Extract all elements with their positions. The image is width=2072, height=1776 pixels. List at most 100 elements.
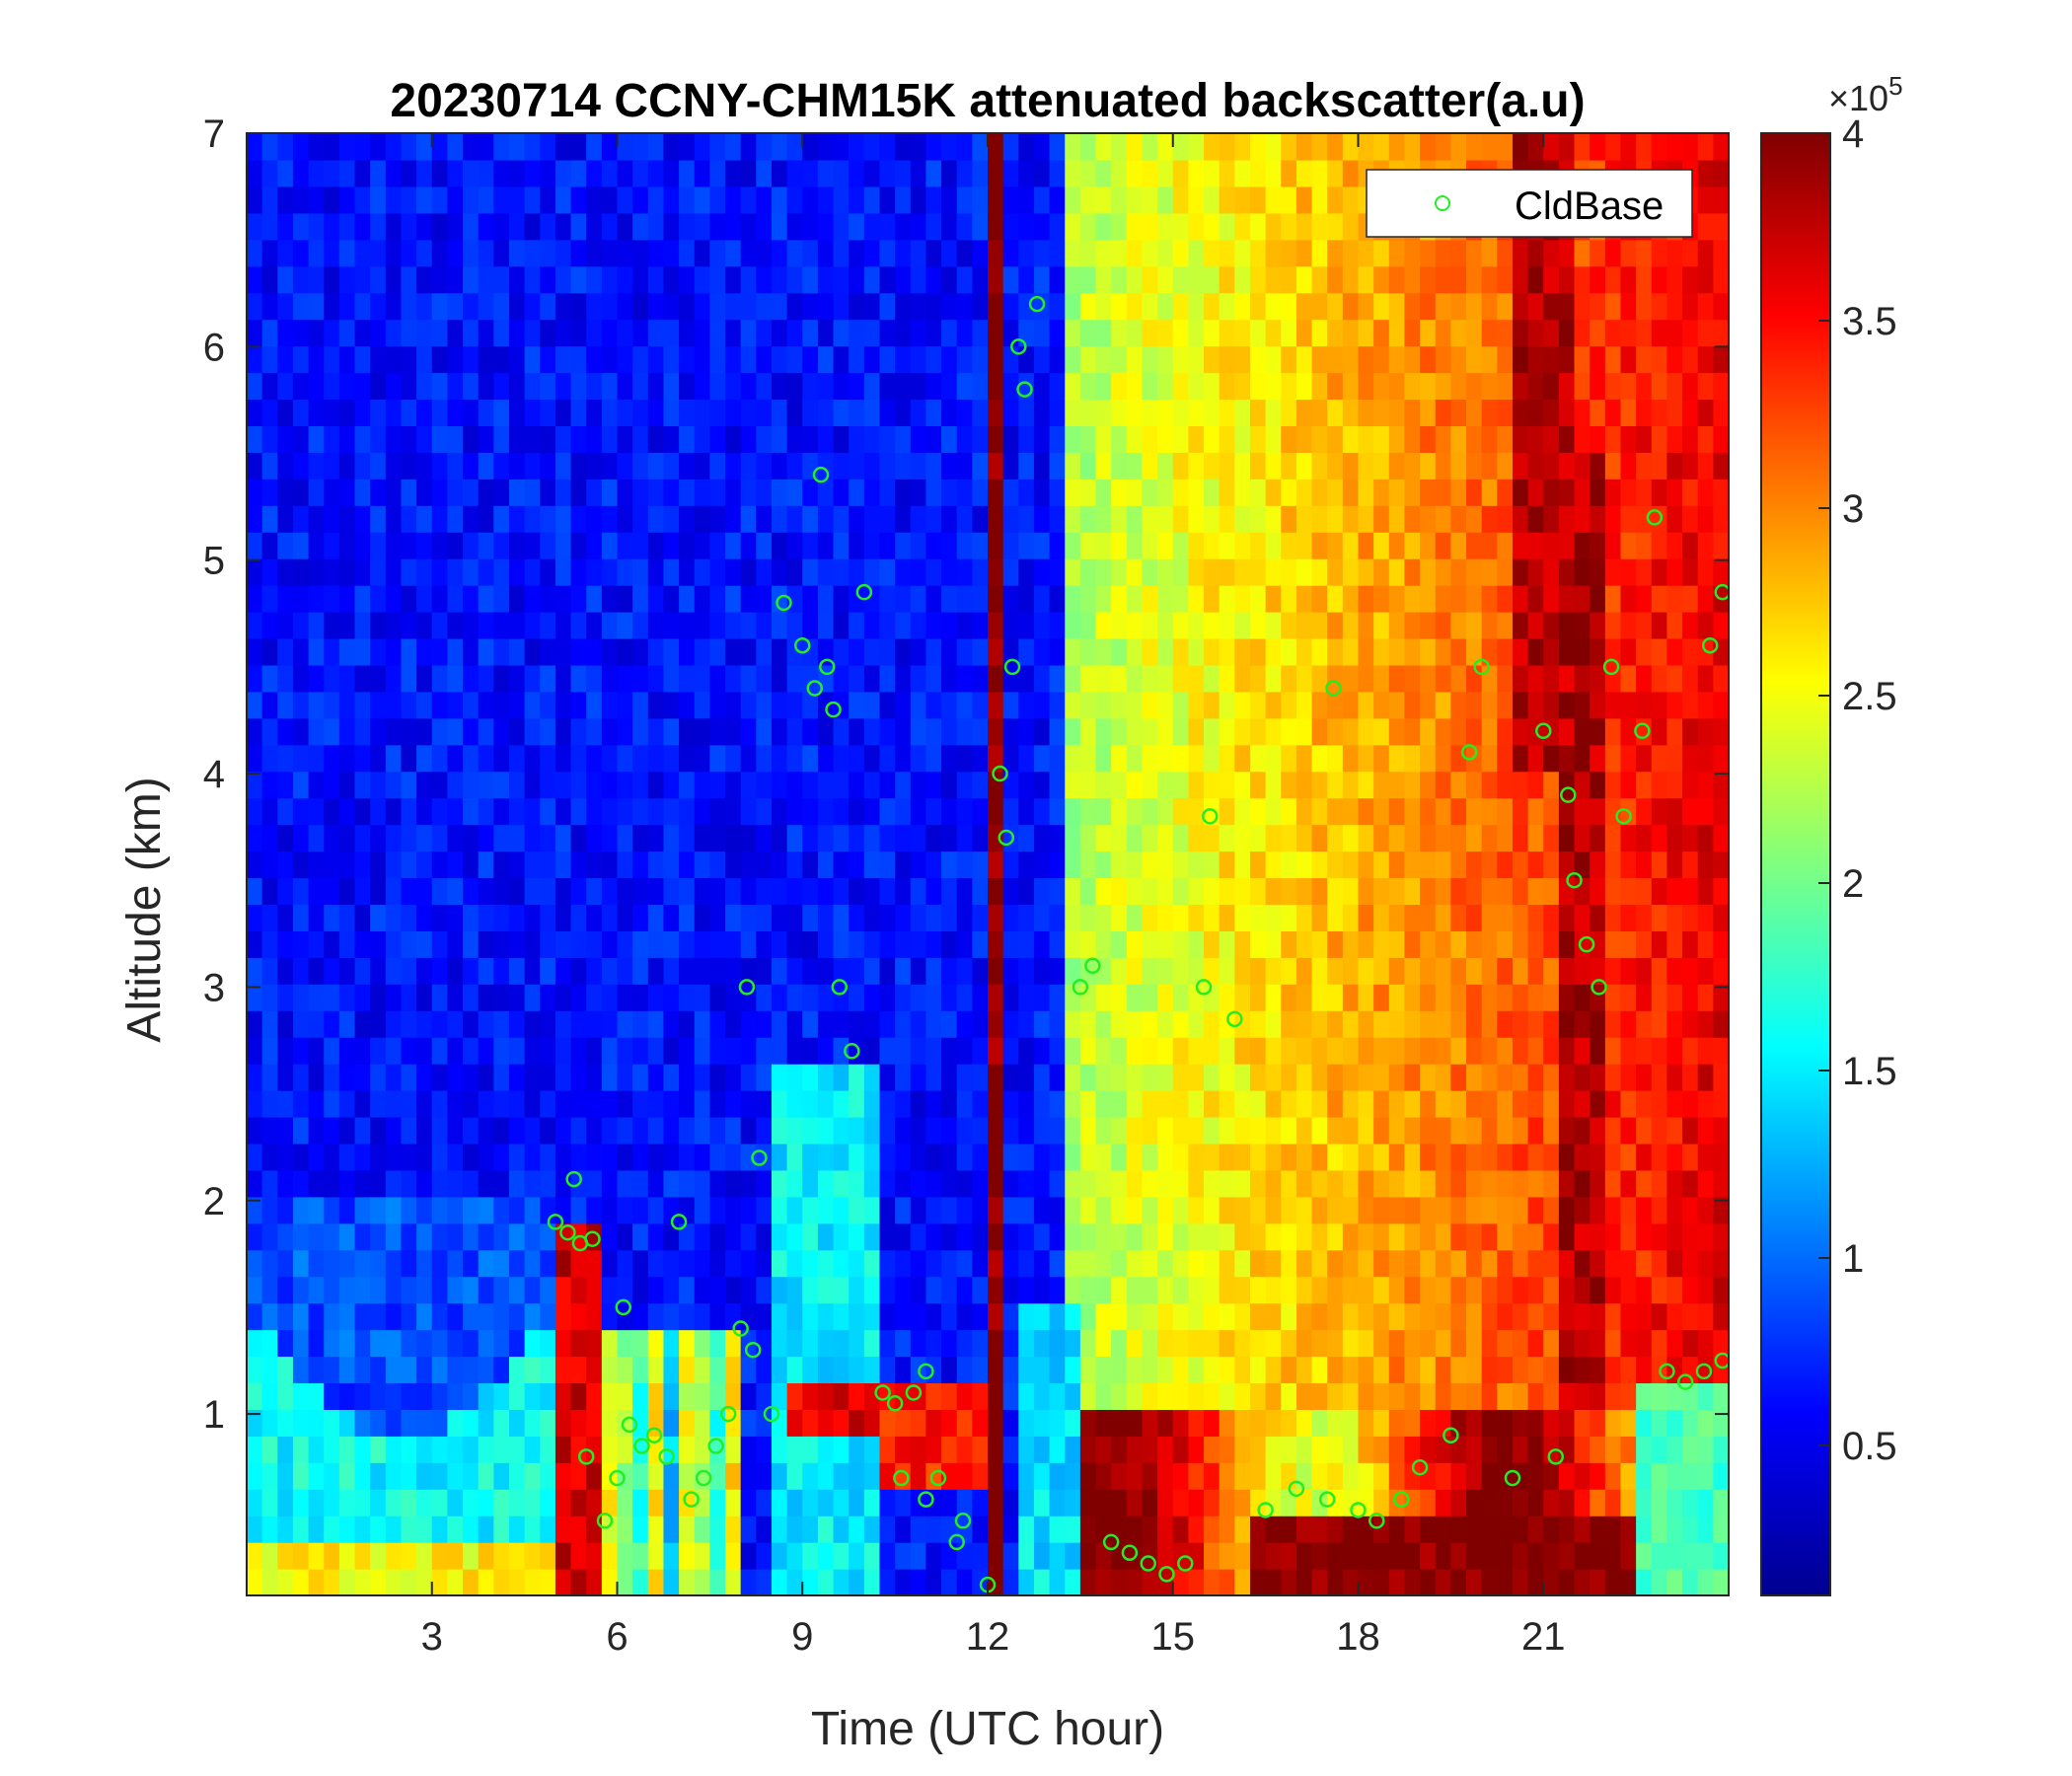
heatmap-cell [1527,664,1544,693]
heatmap-cell [910,1409,927,1437]
heatmap-cell [601,637,619,666]
heatmap-cell [1065,851,1081,879]
heatmap-cell [1265,452,1282,480]
heatmap-cell [1604,1329,1622,1358]
heatmap-cell [1172,1542,1189,1570]
heatmap-cell [247,1064,263,1091]
heatmap-cell [1450,585,1467,613]
heatmap-cell [540,824,556,852]
heatmap-cell [709,1382,726,1410]
heatmap-cell [925,1169,942,1198]
heatmap-cell [709,1037,726,1065]
heatmap-cell [261,717,278,746]
heatmap-cell [1574,691,1591,719]
heatmap-cell [1219,585,1235,613]
heatmap-cell [849,851,865,879]
heatmap-cell [1420,1143,1437,1171]
heatmap-cell [740,691,757,719]
heatmap-cell [1033,664,1051,693]
heatmap-cell [833,399,850,426]
heatmap-cell [261,904,278,931]
heatmap-cell [277,1143,294,1171]
heatmap-cell [324,1249,340,1278]
heatmap-cell [508,612,526,639]
heatmap-cell [338,585,356,613]
heatmap-cell [1358,532,1374,559]
heatmap-cell [1311,1064,1328,1091]
heatmap-cell [756,1143,773,1171]
heatmap-cell [771,717,788,746]
heatmap-cell [632,1169,649,1198]
heatmap-cell [663,1329,680,1358]
heatmap-cell [1002,637,1019,666]
heatmap-cell [493,851,510,879]
heatmap-cell [679,372,696,401]
heatmap-cell [1543,1037,1560,1065]
heatmap-cell [1373,532,1390,559]
heatmap-cell [1065,824,1081,852]
heatmap-cell [895,1222,912,1251]
heatmap-cell [1281,717,1297,746]
heatmap-cell [370,239,387,267]
heatmap-cell [555,345,572,374]
heatmap-cell [1590,771,1606,799]
heatmap-cell [447,1409,464,1437]
heatmap-cell [632,1249,649,1278]
heatmap-cell [1204,1516,1221,1543]
heatmap-cell [1002,797,1019,826]
heatmap-cell [338,824,356,852]
heatmap-cell [1079,292,1097,321]
heatmap-cell [1311,1569,1328,1595]
heatmap-cell [895,1064,912,1091]
heatmap-cell [1420,984,1437,1011]
heatmap-cell [817,612,835,639]
heatmap-cell [1295,1462,1313,1490]
heatmap-cell [1204,612,1221,639]
heatmap-cell [1204,771,1221,799]
heatmap-cell [679,637,696,666]
heatmap-cell [1388,1090,1406,1118]
heatmap-cell [1079,1462,1097,1490]
heatmap-cell [1342,930,1360,958]
heatmap-cell [354,1169,371,1198]
heatmap-cell [247,691,263,719]
heatmap-cell [508,1569,526,1595]
heatmap-cell [617,1064,633,1091]
heatmap-cell [463,239,480,267]
heatmap-cell [1172,771,1189,799]
heatmap-cell [478,1249,494,1278]
heatmap-cell [1033,771,1051,799]
heatmap-cell [1358,744,1374,773]
heatmap-cell [1002,1436,1019,1463]
heatmap-cell [354,930,371,958]
heatmap-cell [988,664,1004,693]
heatmap-cell [1142,744,1158,773]
heatmap-cell [1188,1302,1205,1331]
heatmap-cell [1265,558,1282,586]
heatmap-cell [709,717,726,746]
heatmap-cell [540,1222,556,1251]
heatmap-cell [308,558,325,586]
heatmap-cell [1435,1462,1451,1490]
heatmap-cell [1497,1436,1514,1463]
heatmap-cell [1327,185,1344,214]
heatmap-cell [1388,505,1406,533]
heatmap-cell [1466,1542,1483,1570]
heatmap-cell [802,717,819,746]
heatmap-cell [1342,479,1360,506]
heatmap-cell [1079,1542,1097,1570]
heatmap-cell [740,744,757,773]
heatmap-cell [292,1489,310,1517]
heatmap-cell [647,744,665,773]
heatmap-cell [277,1356,294,1384]
heatmap-cell [1049,1382,1066,1410]
heatmap-cell [663,345,680,374]
heatmap-cell [771,479,788,506]
heatmap-cell [1204,185,1221,214]
heatmap-cell [431,212,448,241]
heatmap-cell [1604,1090,1622,1118]
heatmap-cell [1358,425,1374,453]
heatmap-cell [308,1329,325,1358]
heatmap-cell [1188,824,1205,852]
heatmap-cell [925,1037,942,1065]
